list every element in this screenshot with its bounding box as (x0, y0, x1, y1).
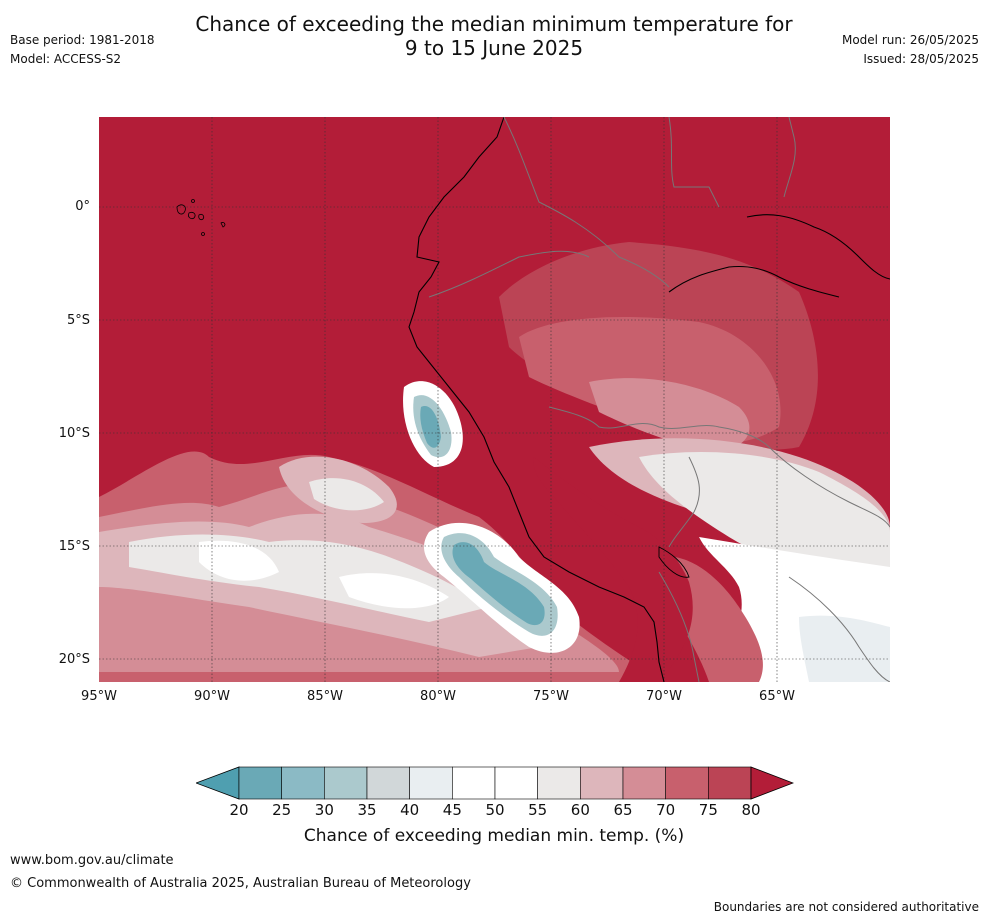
colorbar-cell-75 (708, 766, 752, 800)
copyright-notice: © Commonwealth of Australia 2025, Austra… (10, 876, 471, 891)
cold-anomaly-south-core (452, 542, 545, 626)
website-link[interactable]: www.bom.gov.au/climate (10, 853, 174, 868)
graticule (99, 117, 890, 682)
galapagos-islands (176, 199, 226, 236)
lat-label-15s: 15°S (58, 539, 90, 554)
colorbar-tick-25: 25 (272, 801, 292, 819)
colorbar-cell-40 (409, 766, 453, 800)
colorbar-tick-80: 80 (741, 801, 761, 819)
lat-label-5s: 5°S (66, 313, 90, 328)
coastal-warm-strip (533, 457, 693, 682)
colorbar-tick-45: 45 (442, 801, 462, 819)
map-title: Chance of exceeding the median minimum t… (0, 12, 988, 60)
colorbar-cell-25 (281, 766, 325, 800)
lon-label-90w: 90°W (194, 689, 230, 704)
lat-label-20s: 20°S (58, 652, 90, 667)
colorbar-tick-30: 30 (314, 801, 334, 819)
colorbar-tick-50: 50 (485, 801, 505, 819)
colorbar-cell-50 (494, 766, 538, 800)
colorbar-tick-35: 35 (357, 801, 377, 819)
colorbar-cell-30 (324, 766, 368, 800)
colorbar-under-arrow (196, 766, 240, 800)
colorbar-cell-65 (622, 766, 666, 800)
model-name: Model: ACCESS-S2 (10, 52, 122, 66)
colorbar-tick-55: 55 (528, 801, 548, 819)
lake-titicaca (658, 546, 690, 578)
colorbar-cells (238, 766, 752, 800)
boundary-disclaimer: Boundaries are not considered authoritat… (713, 900, 979, 914)
colorbar-label: Chance of exceeding median min. temp. (%… (303, 826, 685, 846)
colorbar-tick-70: 70 (656, 801, 676, 819)
lon-label-70w: 70°W (646, 689, 682, 704)
colorbar-cell-70 (665, 766, 709, 800)
colorbar (196, 766, 794, 800)
colorbar-over-arrow (750, 766, 794, 800)
colorbar-tick-75: 75 (698, 801, 718, 819)
coastline-north (668, 214, 890, 298)
cold-anomaly-north-core (420, 406, 441, 448)
lon-label-80w: 80°W (420, 689, 456, 704)
lon-label-95w: 95°W (81, 689, 117, 704)
title-line-2: 9 to 15 June 2025 (404, 36, 584, 60)
colorbar-tick-40: 40 (400, 801, 420, 819)
colorbar-cell-20 (238, 766, 282, 800)
ocean-patch-north-inner (309, 478, 384, 511)
interior-band-65 (589, 378, 750, 452)
colorbar-cell-55 (537, 766, 581, 800)
model-run-date: Model run: 26/05/2025 (841, 33, 979, 47)
colorbar-cell-35 (366, 766, 410, 800)
probability-map (99, 117, 890, 682)
colorbar-tick-20: 20 (229, 801, 249, 819)
lon-label-85w: 85°W (307, 689, 343, 704)
ocean-band-50 (199, 540, 449, 609)
lon-label-75w: 75°W (533, 689, 569, 704)
country-boundaries (428, 117, 890, 682)
coastline-south-america-west (408, 117, 665, 682)
colorbar-cell-60 (580, 766, 624, 800)
issued-date: Issued: 28/05/2025 (863, 52, 979, 66)
interior-band-45 (799, 615, 890, 682)
title-line-1: Chance of exceeding the median minimum t… (195, 12, 793, 36)
colorbar-tick-65: 65 (613, 801, 633, 819)
lon-label-65w: 65°W (759, 689, 795, 704)
base-period: Base period: 1981-2018 (10, 33, 155, 47)
colorbar-tick-60: 60 (570, 801, 590, 819)
colorbar-cell-45 (452, 766, 496, 800)
lat-label-0: 0° (75, 199, 90, 214)
lat-label-10s: 10°S (58, 426, 90, 441)
